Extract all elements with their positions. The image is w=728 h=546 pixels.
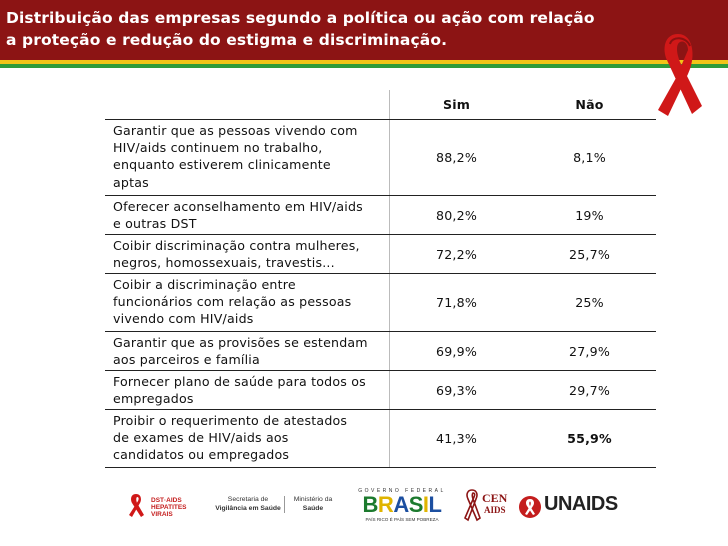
label-line: aptas xyxy=(113,174,149,190)
label-line: candidatos ou empregados xyxy=(113,447,290,463)
ministerio-logo: Ministério da Saúde xyxy=(284,496,341,513)
page-title: Distribuição das empresas segundo a polí… xyxy=(6,7,686,51)
brasil-letter: B xyxy=(362,492,379,517)
brasil-wordmark: BRASIL xyxy=(350,494,454,516)
table-row: Garantir que as pessoas vivendo com HIV/… xyxy=(105,120,656,196)
governo-federal-brasil-logo: GOVERNO FEDERAL BRASIL PAÍS RICO É PAÍS … xyxy=(350,488,454,524)
ministerio-line-1: Ministério da xyxy=(293,496,333,503)
label-line: Garantir que as provisões se estendam xyxy=(113,335,368,350)
table-row: Oferecer aconselhamento em HIV/aids e ou… xyxy=(105,196,656,235)
table-row: Coibir a discriminação entre funcionário… xyxy=(105,274,656,332)
row-label: Coibir discriminação contra mulheres, ne… xyxy=(105,235,390,273)
red-ribbon-icon xyxy=(658,34,702,116)
dst-aids-logo: DST·AIDS HEPATITES VIRAIS xyxy=(125,492,205,518)
cen-aids-text: AIDS xyxy=(484,505,506,515)
label-line: aos parceiros e família xyxy=(113,352,260,368)
label-line: Proibir o requerimento de atestados xyxy=(113,413,348,428)
row-label: Coibir a discriminação entre funcionário… xyxy=(105,274,390,331)
sim-value: 69,3% xyxy=(435,382,477,398)
secretaria-logo: Secretaria de Vigilância em Saúde xyxy=(212,496,284,513)
header-cell-blank xyxy=(105,90,390,119)
header-cell-sim: Sim xyxy=(442,97,471,112)
nao-value: 55,9% xyxy=(567,431,612,446)
label-line: funcionários com relação as pessoas xyxy=(113,294,352,310)
label-line: Garantir que as pessoas vivendo com xyxy=(113,123,358,138)
dst-line-1: DST·AIDS xyxy=(151,497,182,504)
red-ribbon-icon xyxy=(129,494,144,517)
label-line: vivendo com HIV/aids xyxy=(113,311,254,327)
sim-value: 88,2% xyxy=(435,150,477,165)
label-line: HIV/aids continuem no trabalho, xyxy=(113,140,323,156)
nao-value: 25% xyxy=(575,295,604,310)
green-stripe xyxy=(0,64,728,68)
yellow-stripe xyxy=(0,60,728,64)
label-line: negros, homossexuais, travestis... xyxy=(113,255,335,271)
label-line: e outras DST xyxy=(113,216,197,232)
brasil-letter: I xyxy=(422,492,429,517)
title-bar: Distribuição das empresas segundo a polí… xyxy=(0,0,728,60)
brasil-letter: R xyxy=(377,492,394,517)
sim-value: 80,2% xyxy=(435,207,477,223)
nao-value: 25,7% xyxy=(568,246,610,262)
title-line-1: Distribuição das empresas segundo a polí… xyxy=(6,9,595,27)
cen-aids-logo: CEN AIDS xyxy=(462,488,516,524)
ministerio-line-2: Saúde xyxy=(302,504,324,512)
nao-value: 8,1% xyxy=(573,150,606,165)
dst-line-2: HEPATITES VIRAIS xyxy=(151,504,187,518)
row-label: Garantir que as pessoas vivendo com HIV/… xyxy=(105,120,390,195)
row-label: Oferecer aconselhamento em HIV/aids e ou… xyxy=(105,196,390,234)
label-line: Coibir discriminação contra mulheres, xyxy=(113,238,360,253)
label-line: de exames de HIV/aids aos xyxy=(113,430,289,446)
ribbon-icon xyxy=(464,489,481,522)
table-row: Proibir o requerimento de atestados de e… xyxy=(105,410,656,468)
label-line: empregados xyxy=(113,391,194,407)
label-line: enquanto estiverem clinicamente xyxy=(113,157,331,173)
table-header-row: Sim Não xyxy=(105,90,656,120)
brasil-letter: L xyxy=(428,492,442,517)
secretaria-line-2: Vigilância em Saúde xyxy=(215,504,281,512)
header-cell-nao: Não xyxy=(575,97,604,112)
brasil-letter: S xyxy=(408,492,424,517)
sim-value: 41,3% xyxy=(435,431,477,446)
secretaria-line-1: Secretaria de xyxy=(227,496,269,503)
unaids-emblem-icon xyxy=(519,496,541,518)
row-label: Fornecer plano de saúde para todos os em… xyxy=(105,371,390,409)
data-table: Sim Não Garantir que as pessoas vivendo … xyxy=(105,90,656,468)
unaids-text: UNAIDS xyxy=(544,493,618,515)
cen-text: CEN xyxy=(482,491,508,505)
governo-federal-text: GOVERNO FEDERAL xyxy=(358,488,446,494)
sim-value: 72,2% xyxy=(435,246,477,262)
row-label: Garantir que as provisões se estendam ao… xyxy=(105,332,390,370)
brasil-letter: A xyxy=(393,492,409,517)
label-line: Fornecer plano de saúde para todos os xyxy=(113,374,366,389)
label-line: Oferecer aconselhamento em HIV/aids xyxy=(113,199,363,214)
table-row: Fornecer plano de saúde para todos os em… xyxy=(105,371,656,410)
table-row: Garantir que as provisões se estendam ao… xyxy=(105,332,656,371)
table-row: Coibir discriminação contra mulheres, ne… xyxy=(105,235,656,274)
nao-value: 19% xyxy=(575,207,604,223)
sim-value: 69,9% xyxy=(435,343,477,359)
unaids-logo: UNAIDS xyxy=(518,492,618,520)
title-line-2: a proteção e redução do estigma e discri… xyxy=(6,31,448,49)
sim-value: 71,8% xyxy=(435,295,477,310)
row-label: Proibir o requerimento de atestados de e… xyxy=(105,410,390,467)
label-line: Coibir a discriminação entre xyxy=(113,277,296,292)
brasil-slogan: PAÍS RICO É PAÍS SEM POBREZA xyxy=(365,517,439,522)
nao-value: 29,7% xyxy=(568,382,610,398)
nao-value: 27,9% xyxy=(568,343,610,359)
